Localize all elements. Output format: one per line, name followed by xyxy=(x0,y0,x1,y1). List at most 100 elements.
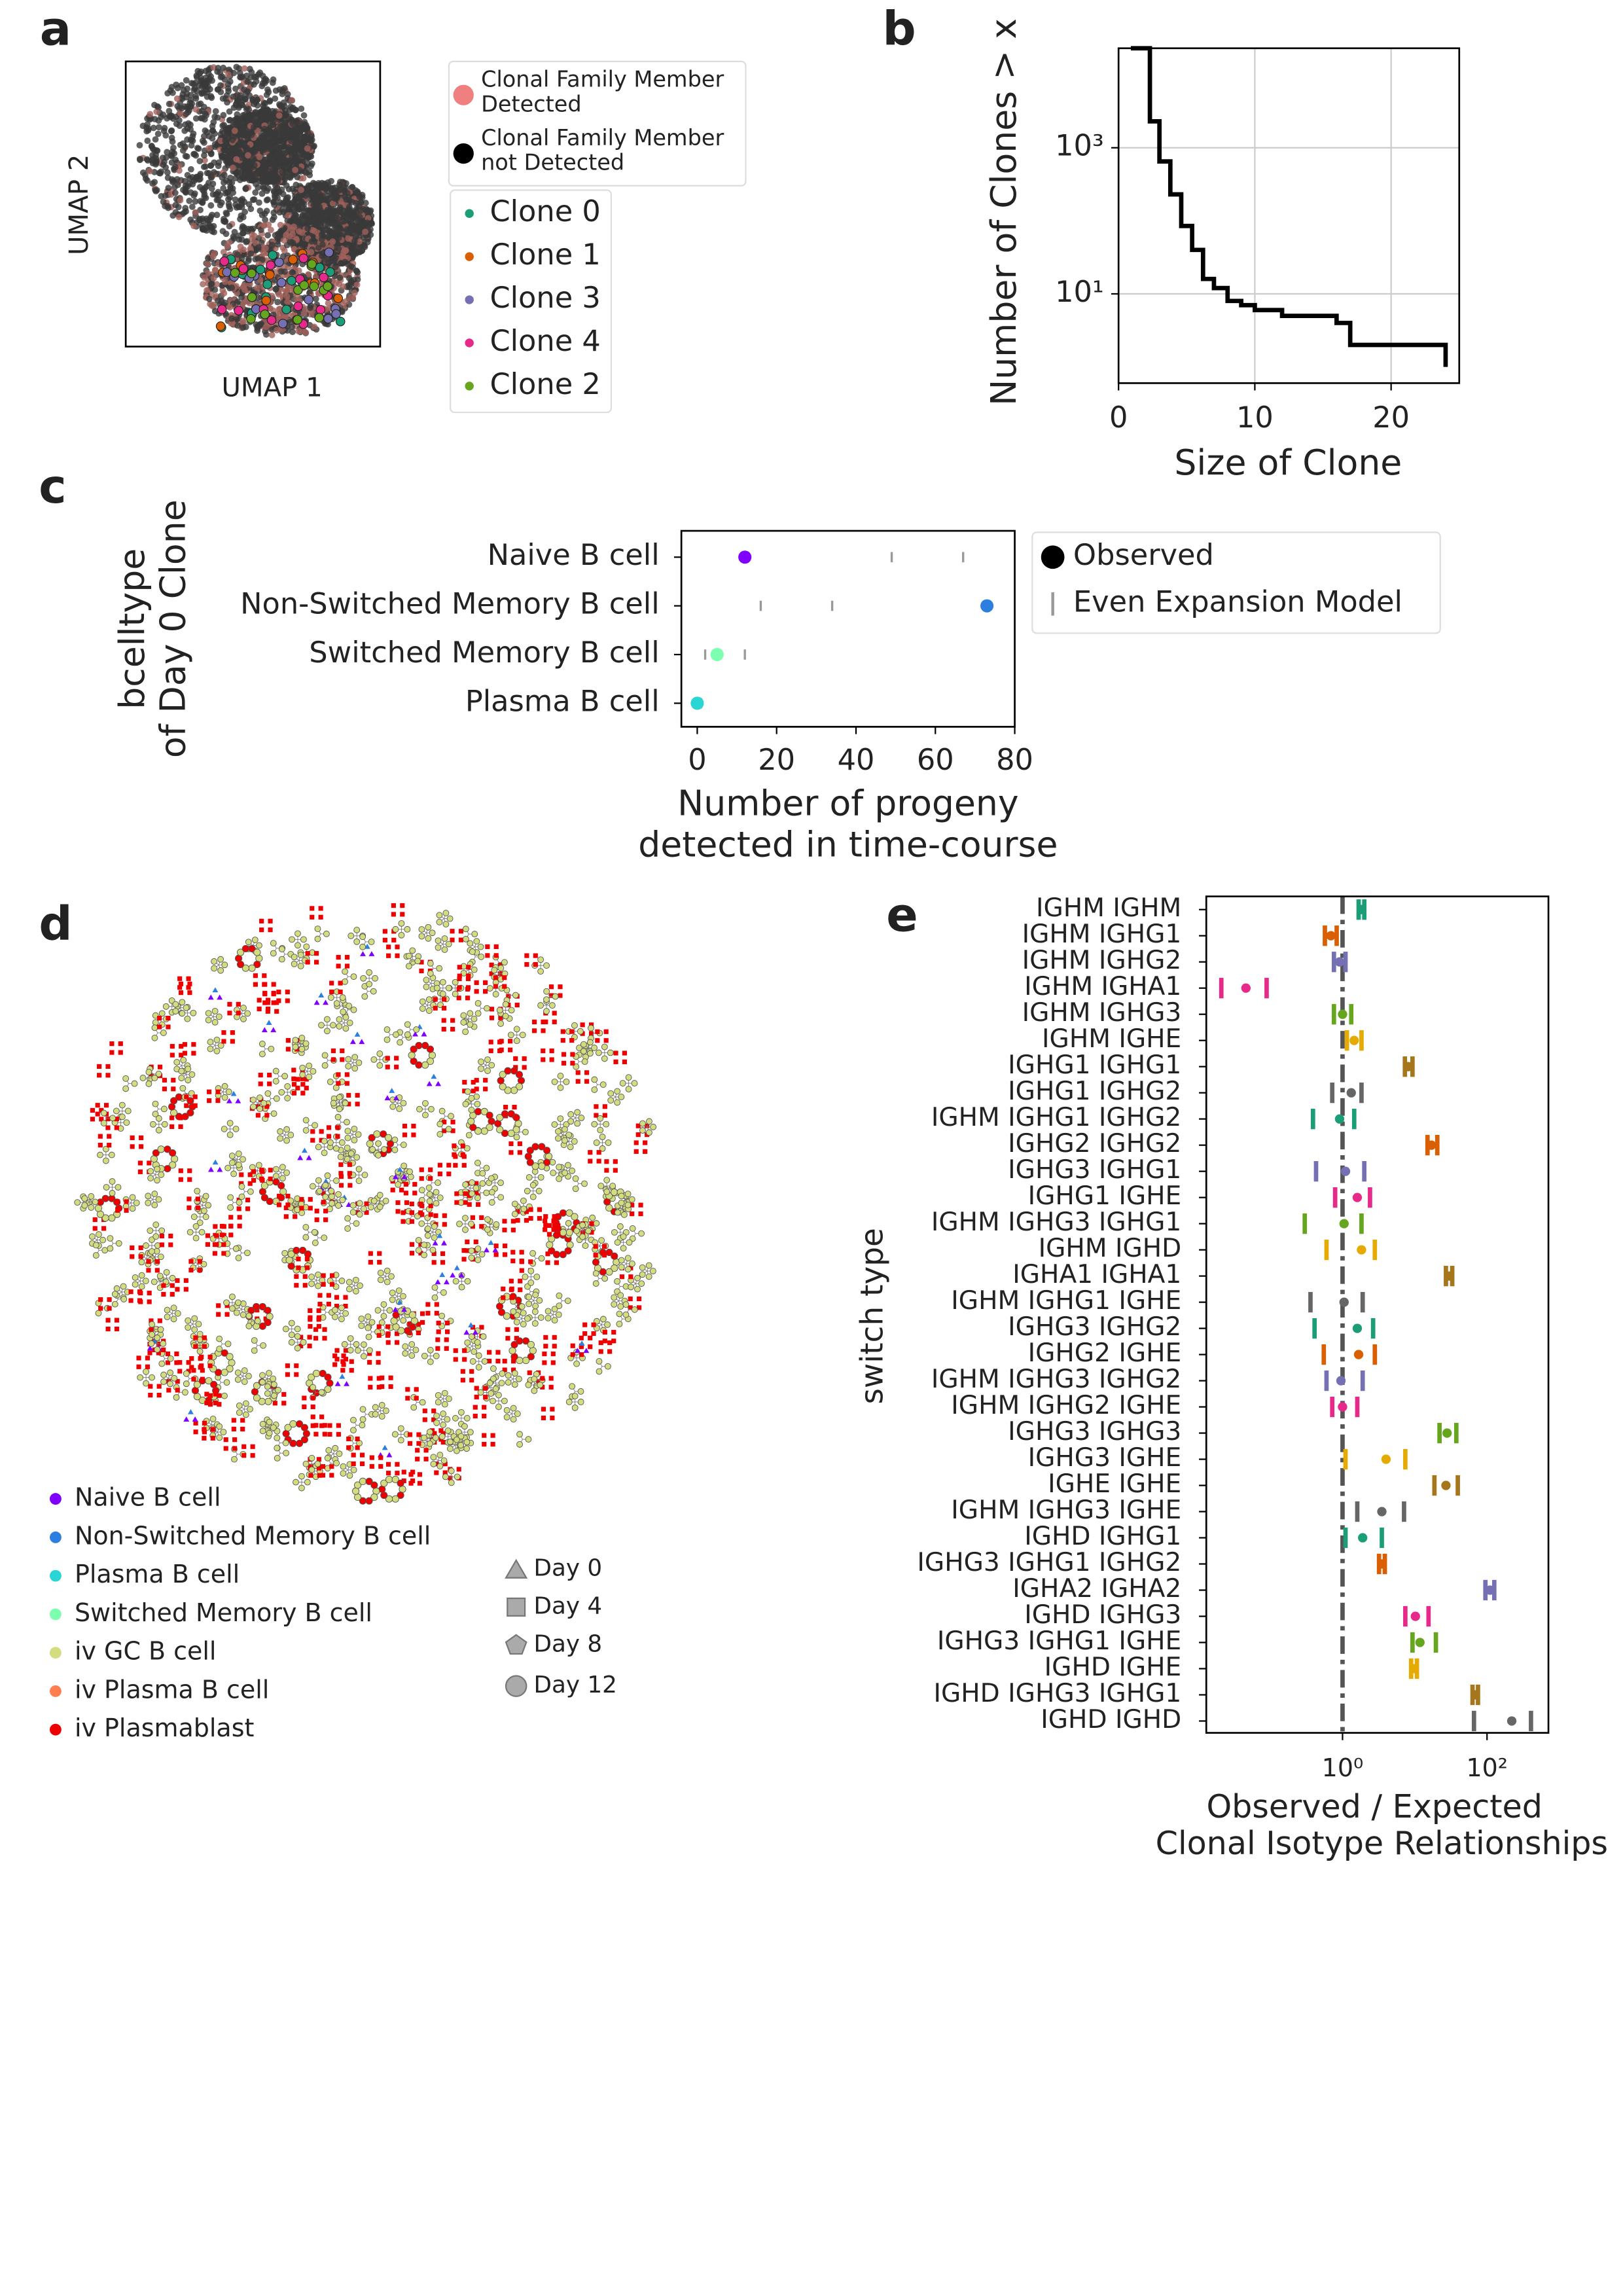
network-node xyxy=(149,1248,155,1255)
clone-point xyxy=(298,253,309,263)
network-node xyxy=(420,1319,425,1325)
network-node xyxy=(502,1227,507,1232)
x-tick-label: 20 xyxy=(758,743,795,777)
network-node xyxy=(258,1081,263,1086)
network-node xyxy=(281,1249,289,1257)
network-node xyxy=(143,1368,150,1375)
network-node xyxy=(101,1194,109,1202)
network-node xyxy=(313,1336,319,1341)
cell-point xyxy=(248,69,255,76)
cell-point xyxy=(226,66,232,73)
cell-point xyxy=(154,147,161,154)
cell-point xyxy=(244,79,251,85)
clone-point xyxy=(217,304,227,314)
network-node xyxy=(446,915,454,922)
cell-point xyxy=(221,179,227,186)
network-node xyxy=(414,1387,419,1392)
cell-point xyxy=(278,173,285,181)
x-axis-label: detected in time-course xyxy=(638,823,1058,865)
cell-point xyxy=(175,213,183,221)
network-node xyxy=(441,1018,446,1023)
cell-point xyxy=(153,108,160,115)
cell-point xyxy=(175,117,183,124)
cell-point xyxy=(336,274,344,281)
clone-point xyxy=(215,321,226,331)
network-node xyxy=(582,1242,589,1249)
network-node xyxy=(285,1256,293,1264)
network-node xyxy=(171,1155,179,1163)
network-node xyxy=(255,1162,262,1169)
network-node xyxy=(419,1176,424,1181)
clone-point xyxy=(314,313,325,323)
network-node xyxy=(137,1374,144,1381)
network-node xyxy=(143,1242,149,1249)
network-node xyxy=(490,1433,495,1438)
cell-point xyxy=(219,174,226,181)
network-node xyxy=(450,1018,455,1023)
cell-point xyxy=(226,179,233,186)
cell-point xyxy=(190,130,197,137)
network-node xyxy=(537,1174,544,1181)
cell-point xyxy=(224,99,230,106)
legend-marker xyxy=(465,338,474,348)
cell-point xyxy=(272,87,279,94)
cell-point xyxy=(219,95,226,102)
x-tick-label: 80 xyxy=(996,743,1033,777)
cell-point xyxy=(345,210,352,217)
observed-point xyxy=(690,696,704,710)
cell-point xyxy=(136,141,143,149)
network-node xyxy=(223,1379,230,1386)
network-node xyxy=(442,1222,447,1227)
cell-point xyxy=(200,281,206,288)
network-node xyxy=(92,1226,98,1231)
network-node xyxy=(427,1105,435,1113)
network-node xyxy=(510,1405,517,1412)
network-node xyxy=(462,1079,467,1085)
network-node xyxy=(94,1204,102,1212)
cell-point xyxy=(269,166,276,173)
network-node xyxy=(294,1344,301,1352)
cell-point xyxy=(182,152,189,160)
cell-point xyxy=(164,174,171,181)
cell-point xyxy=(217,202,224,209)
cell-point xyxy=(199,215,206,222)
network-node xyxy=(359,1406,366,1413)
cell-point xyxy=(250,124,257,131)
cell-point xyxy=(340,218,348,225)
network-node xyxy=(304,1479,311,1486)
network-node xyxy=(307,1335,312,1340)
network-node xyxy=(270,950,277,957)
network-node xyxy=(158,1360,166,1367)
network-node xyxy=(130,1135,135,1140)
network-node xyxy=(300,936,307,943)
network-node xyxy=(421,1100,429,1107)
cell-point xyxy=(346,275,353,281)
panel-label: a xyxy=(40,2,71,56)
cell-point xyxy=(330,226,338,232)
cell-point xyxy=(223,209,230,217)
network-node xyxy=(495,1403,502,1410)
cell-point xyxy=(210,169,217,176)
network-node xyxy=(391,912,396,917)
cell-point xyxy=(289,239,296,246)
network-node xyxy=(96,1231,102,1238)
network-node xyxy=(351,1136,358,1143)
network-node xyxy=(428,1176,433,1181)
legend-marker xyxy=(453,84,474,105)
network-node xyxy=(448,1113,454,1120)
cell-point xyxy=(275,230,282,237)
cell-point xyxy=(201,274,208,281)
network-node xyxy=(108,1214,116,1222)
network-node xyxy=(278,946,285,953)
cell-point xyxy=(162,164,169,171)
cell-point xyxy=(211,141,219,148)
cell-point xyxy=(139,122,147,130)
legend-marker xyxy=(465,209,474,218)
cell-point xyxy=(200,188,207,195)
cell-point xyxy=(295,328,302,335)
cell-point xyxy=(289,269,296,276)
cell-point xyxy=(335,187,342,194)
cell-point xyxy=(240,97,247,104)
clone-point xyxy=(234,306,243,315)
cell-point xyxy=(217,88,224,96)
